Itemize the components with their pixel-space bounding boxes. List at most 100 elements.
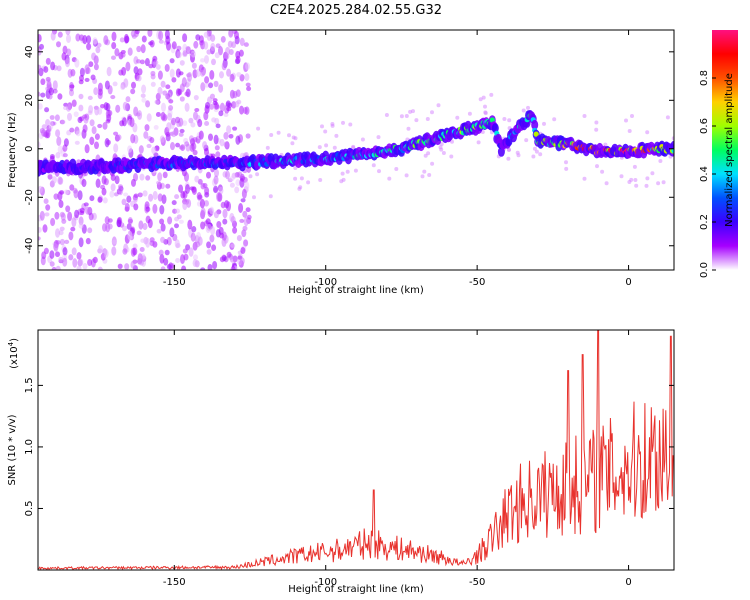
snr-y-tick-label: 1.5 [24,377,35,393]
snr-y-tick-label: 0.5 [24,501,35,517]
spectrogram-noise-cell [175,68,181,78]
spectrogram-noise-cell [40,92,46,98]
spectrogram-noise-cell [178,132,184,137]
spectrogram-noise-cell [199,69,205,77]
spectrogram-noise-cell [136,230,142,236]
spectrogram-noise-cell [348,122,353,127]
spectrogram-noise-cell [62,153,68,158]
spectrogram-noise-cell [102,223,107,232]
spectrogram-noise-cell [644,183,649,188]
spectrogram-noise-cell [191,62,197,69]
spectrogram-noise-cell [95,46,101,54]
spectrogram-noise-cell [404,114,409,118]
spectrogram-noise-cell [86,43,92,51]
spectrogram-noise-cell [142,190,148,197]
spectrogram-noise-cell [306,180,311,185]
spectrogram-noise-cell [223,132,229,140]
spectrogram-noise-cell [136,45,142,53]
spectrogram-noise-cell [184,102,190,112]
spectrogram-noise-cell [191,226,197,233]
spectrogram-noise-cell [56,136,62,147]
spectrogram-noise-cell [127,230,133,241]
spectrogram-noise-cell [188,247,194,257]
spectrogram-noise-cell [332,145,337,150]
spectrogram-noise-cell [438,145,443,150]
spectrogram-noise-cell [139,59,145,65]
spectrogram-noise-cell [252,195,256,200]
spectrogram-ridge-cell [531,119,539,130]
spectrogram-noise-cell [63,138,69,147]
spectrogram-noise-cell [160,80,166,88]
spectrogram-noise-cell [111,55,116,60]
spectrogram-noise-cell [178,71,184,76]
spectrogram-noise-cell [38,67,44,77]
spectrogram-noise-cell [199,198,205,209]
spectrogram-noise-cell [219,71,224,79]
spectrogram-noise-cell [69,89,74,97]
spectrogram-noise-cell [175,142,181,148]
spectrogram-noise-cell [44,107,50,113]
colorbar-ticks: 0.0 0.2 0.4 0.6 0.8 [699,70,716,278]
spectrogram-noise-cell [665,115,670,120]
spectrogram-noise-cell [234,186,240,194]
spectrogram-noise-cell [213,211,219,219]
spectrogram-noise-cell [69,127,75,133]
spectrogram-noise-cell [291,135,296,140]
spectrogram-noise-cell [138,145,144,154]
spectrogram-noise-cell [71,247,77,256]
spectrogram-noise-cell [160,236,166,244]
spectrogram-noise-cell [455,115,460,120]
spectrogram-noise-cell [353,168,358,173]
spectrogram-noise-cell [74,209,80,219]
spectrogram-noise-cell [144,58,150,67]
spectrogram-noise-cell [168,105,174,111]
spectrogram-noise-cell [47,93,53,100]
spectrogram-heatmap [38,30,674,270]
spectrogram-noise-cell [38,91,41,97]
spectrogram-noise-cell [213,80,219,88]
spectrogram-noise-cell [82,263,88,270]
spectrogram-noise-cell [195,241,201,248]
spectrogram-noise-cell [160,266,166,270]
spectrogram-noise-cell [179,60,185,66]
spectrogram-noise-cell [38,141,41,149]
spectrogram-noise-cell [228,134,234,139]
spectrogram-noise-cell [156,180,161,185]
spectrogram-noise-cell [112,81,118,87]
spectrogram-ridge-peak [671,148,674,154]
spectrogram-noise-cell [43,66,49,73]
spectrogram-noise-cell [212,100,218,106]
spectrogram-noise-cell [133,193,139,198]
spectrogram-noise-cell [110,183,116,192]
snr-x-tick-label: -150 [163,577,186,588]
spectrogram-noise-cell [103,35,109,45]
snr-scale-exponent: 4 [7,341,15,346]
spectrogram-noise-cell [564,166,569,171]
spectrogram-noise-cell [78,223,84,229]
spectrogram-noise-cell [185,46,191,51]
spectrogram-noise-cell [422,169,427,174]
spectrogram-noise-cell [98,88,103,96]
spectrogram-noise-cell [88,105,94,114]
spectrogram-noise-cell [154,99,160,105]
spectrogram-noise-cell [223,112,229,118]
spectrogram-noise-cell [324,143,329,148]
spectrogram-noise-cell [205,102,210,109]
spectrogram-noise-cell [88,61,94,68]
spectrogram-noise-cell [506,147,511,152]
spectrogram-noise-cell [130,88,136,95]
spectrogram-noise-cell [213,134,219,145]
spectrogram-noise-cell [210,93,215,100]
spectrogram-noise-cell [50,31,56,41]
spectrogram-noise-cell [51,176,57,184]
spectrogram-noise-cell [206,241,212,249]
colorbar-tick-label: 0.4 [699,166,710,182]
spectrogram-noise-cell [232,90,238,99]
spectrogram-noise-cell [59,226,65,231]
spectrogram-noise-cell [603,142,608,147]
spectrogram-noise-cell [235,55,241,64]
spectrogram-noise-cell [162,171,168,179]
spectrogram-noise-cell [164,249,170,256]
spectrogram-noise-cell [84,77,90,82]
